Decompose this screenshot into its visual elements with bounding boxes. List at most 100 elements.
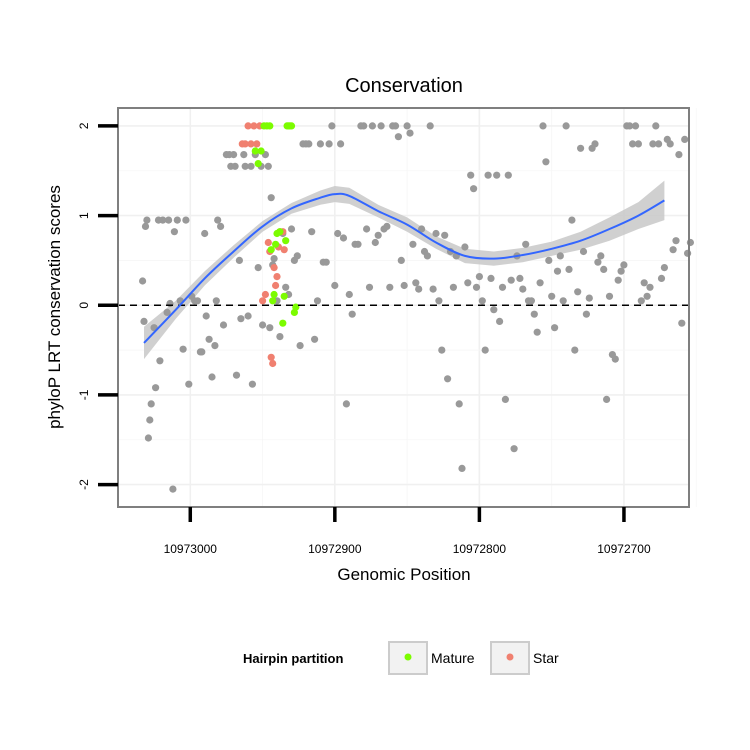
- data-point-star: [261, 290, 269, 299]
- data-point-other: [170, 228, 178, 236]
- data-point-other: [449, 283, 457, 291]
- data-point-other: [686, 238, 695, 247]
- data-point-other: [248, 380, 256, 388]
- data-point-other: [287, 225, 296, 233]
- data-point-other: [293, 252, 301, 260]
- data-point-other: [597, 252, 605, 260]
- data-point-other: [337, 140, 345, 148]
- data-point-other: [266, 324, 274, 332]
- data-point-other: [185, 380, 193, 388]
- data-point-other: [429, 285, 437, 293]
- data-point-other: [270, 255, 278, 263]
- data-point-other: [617, 267, 625, 275]
- data-point-other: [348, 310, 356, 318]
- data-point-other: [241, 162, 249, 170]
- data-point-other: [435, 297, 443, 305]
- data-point-other: [328, 122, 336, 130]
- data-point-other: [156, 357, 164, 365]
- data-point-other: [496, 317, 504, 325]
- series-mature: [251, 122, 300, 327]
- data-point-other: [267, 194, 275, 202]
- data-point-other: [331, 281, 339, 290]
- data-point-star: [250, 122, 258, 130]
- data-point-other: [193, 297, 202, 305]
- data-point-other: [418, 225, 426, 233]
- data-point-other: [475, 273, 483, 281]
- data-point-mature: [267, 246, 275, 254]
- data-point-other: [637, 297, 645, 305]
- data-point-other: [660, 264, 669, 272]
- data-point-other: [231, 162, 239, 170]
- data-point-other: [365, 283, 374, 291]
- data-point-other: [545, 256, 553, 264]
- data-point-other: [614, 276, 622, 284]
- data-point-other: [264, 162, 272, 170]
- data-point-other: [501, 395, 509, 403]
- legend-title: Hairpin partition: [243, 651, 343, 666]
- axes: 10973000 10972900 10972800 10972700 -2 -1 0 1 2: [77, 107, 690, 556]
- data-point-other: [173, 216, 181, 224]
- data-point-other: [631, 122, 640, 130]
- smooth-line: [143, 192, 665, 344]
- data-point-other: [316, 140, 324, 148]
- data-point-other: [140, 317, 148, 325]
- legend-dot-star: [506, 653, 514, 661]
- data-point-other: [640, 279, 648, 287]
- data-point-other: [342, 400, 350, 408]
- data-point-other: [182, 216, 190, 224]
- data-point-mature: [270, 290, 278, 299]
- data-point-other: [559, 297, 567, 305]
- data-point-other: [594, 258, 602, 266]
- data-point-other: [214, 216, 222, 224]
- data-point-other: [603, 395, 611, 403]
- data-point-other: [211, 342, 219, 350]
- data-point-other: [568, 216, 576, 224]
- data-point-other: [536, 279, 544, 287]
- data-point-other: [498, 283, 507, 291]
- data-point-other: [548, 292, 556, 300]
- data-point-other: [311, 335, 319, 343]
- data-point-other: [169, 485, 177, 493]
- data-point-other: [201, 229, 209, 238]
- data-point-other: [159, 216, 167, 224]
- data-point-other: [305, 140, 313, 148]
- data-point-other: [139, 277, 147, 285]
- data-point-star: [259, 297, 267, 305]
- data-point-other: [510, 445, 518, 453]
- data-point-other: [481, 346, 489, 354]
- data-point-other: [634, 140, 643, 148]
- legend-key-mature: [388, 641, 428, 675]
- data-point-other: [394, 133, 402, 141]
- data-point-mature: [257, 147, 265, 155]
- data-point-other: [484, 171, 492, 179]
- data-point-other: [432, 229, 440, 238]
- data-point-other: [244, 312, 252, 320]
- data-point-other: [205, 335, 213, 343]
- data-point-other: [232, 371, 241, 379]
- data-point-star: [241, 140, 249, 148]
- data-point-mature: [251, 147, 259, 155]
- y-tick-label: 0: [77, 302, 91, 309]
- data-point-other: [591, 140, 599, 148]
- data-point-star: [270, 264, 278, 272]
- data-point-other: [553, 267, 562, 275]
- data-point-star: [269, 359, 277, 368]
- data-point-other: [579, 247, 588, 256]
- data-point-other: [345, 290, 353, 299]
- data-point-other: [339, 234, 348, 242]
- data-point-other: [556, 252, 564, 260]
- data-point-other: [391, 122, 400, 130]
- data-point-star: [280, 246, 288, 254]
- confidence-band: [144, 180, 665, 360]
- data-point-other: [240, 151, 248, 159]
- data-point-other: [441, 231, 449, 239]
- data-point-star: [267, 353, 275, 361]
- data-point-other: [212, 297, 220, 305]
- data-point-other: [666, 140, 674, 148]
- data-point-other: [504, 171, 512, 179]
- data-point-other: [217, 222, 225, 230]
- y-axis-title: phyloP LRT conservation scores: [45, 185, 64, 429]
- data-point-other: [611, 355, 619, 363]
- data-point-other: [605, 292, 614, 300]
- data-point-other: [470, 185, 478, 193]
